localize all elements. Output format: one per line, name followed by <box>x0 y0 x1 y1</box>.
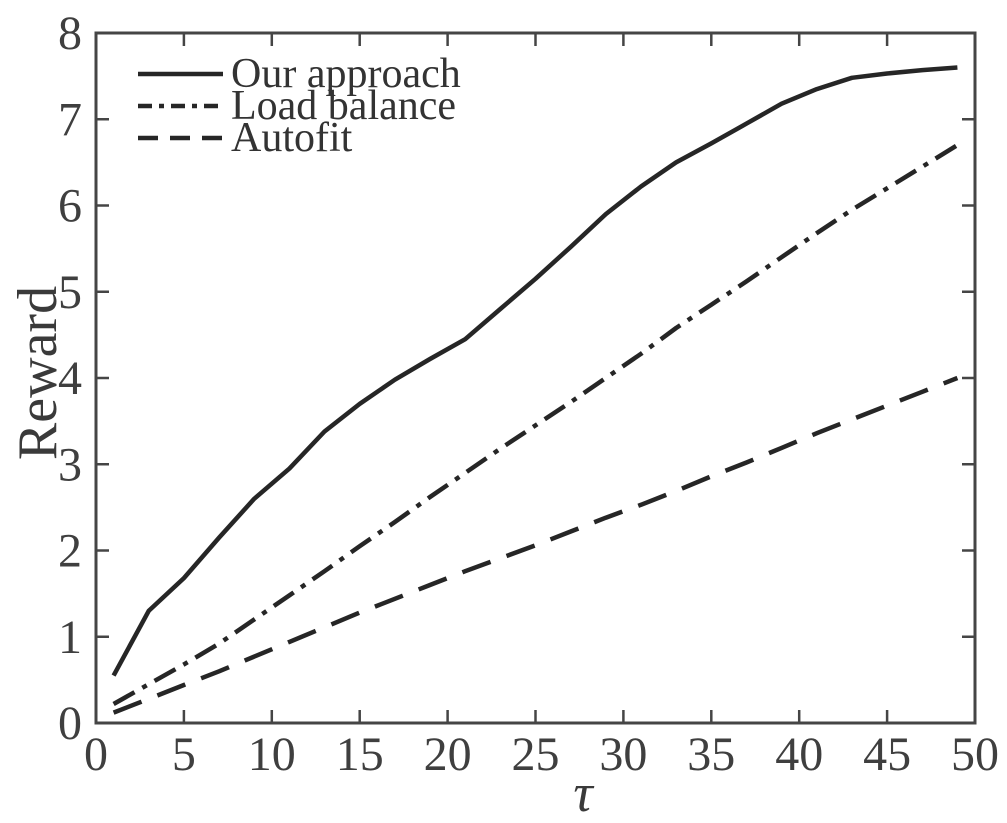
y-tick-label: 7 <box>58 93 82 146</box>
y-tick-label: 4 <box>58 352 82 405</box>
x-tick-label: 35 <box>687 728 735 781</box>
dashdot-line-sample-icon <box>138 103 223 109</box>
solid-line-sample-icon <box>138 71 223 77</box>
legend-label: Autofit <box>231 115 353 161</box>
legend-item-our-approach: Our approach <box>138 51 461 97</box>
x-tick-label: 25 <box>512 728 560 781</box>
y-tick-label: 1 <box>58 611 82 664</box>
series-line-autofit <box>112 375 959 715</box>
x-tick-label: 50 <box>951 728 999 781</box>
x-tick-label: 5 <box>172 728 196 781</box>
x-tick-label: 15 <box>336 728 384 781</box>
x-axis-title: τ <box>573 763 593 823</box>
x-tick-label: 30 <box>599 728 647 781</box>
legend-item-autofit: Autofit <box>138 115 461 161</box>
x-tick-label: 45 <box>863 728 911 781</box>
series-line-load-balance <box>112 143 959 706</box>
y-tick-label: 5 <box>58 266 82 319</box>
x-tick-label: 40 <box>775 728 823 781</box>
y-tick-label: 2 <box>58 525 82 578</box>
x-tick-label: 20 <box>424 728 472 781</box>
x-tick-label: 0 <box>84 728 108 781</box>
legend: Our approach Load balance Autofit <box>138 51 461 161</box>
x-tick-label: 10 <box>248 728 296 781</box>
dashed-line-sample-icon <box>138 135 223 141</box>
y-tick-label: 8 <box>58 7 82 60</box>
legend-label: Our approach <box>231 51 461 97</box>
y-tick-label: 6 <box>58 180 82 233</box>
y-tick-label: 3 <box>58 438 82 491</box>
legend-item-load-balance: Load balance <box>138 83 461 129</box>
y-axis-title: Reward <box>7 285 69 461</box>
y-tick-label: 0 <box>58 697 82 750</box>
legend-label: Load balance <box>231 83 457 129</box>
series-line-our-approach <box>111 65 958 677</box>
